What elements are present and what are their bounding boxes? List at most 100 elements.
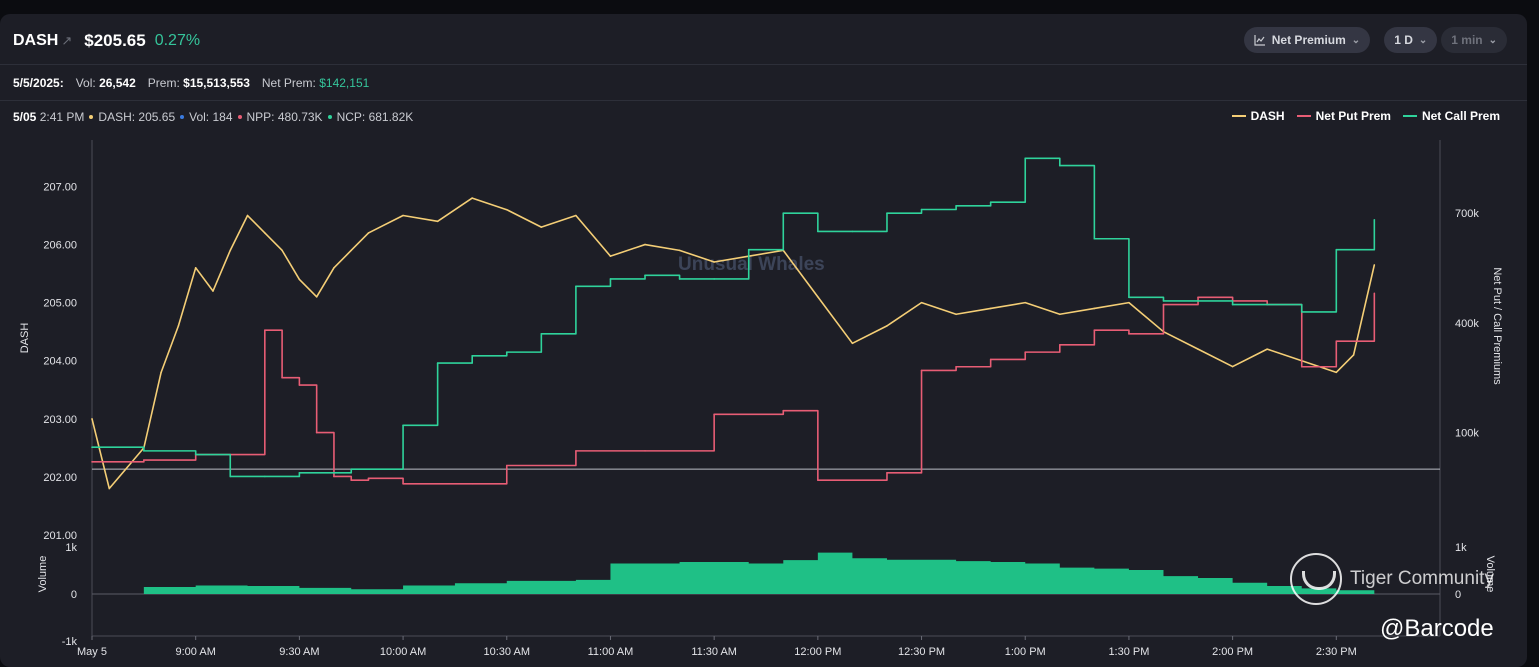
x-axis-tick: 10:00 AM: [380, 646, 426, 658]
net-put-prem-point: [143, 459, 145, 461]
net-call-prem-point: [264, 475, 266, 478]
x-axis-tick: 9:30 AM: [279, 646, 319, 658]
net-put-prem-point: [1335, 340, 1338, 342]
net-put-prem-point: [886, 472, 888, 474]
tiger-community-watermark: Tiger Community: [1290, 553, 1494, 605]
net-put-prem-point: [315, 431, 318, 434]
dash-point: [1093, 307, 1096, 310]
net-put-prem-point: [1373, 292, 1376, 295]
x-axis-tick: May 5: [77, 646, 107, 658]
summary-date: 5/5/2025:: [13, 75, 64, 90]
volume-dot-icon: [180, 115, 185, 119]
net-call-prem-point: [1373, 218, 1376, 221]
net-call-prem-point: [1266, 303, 1268, 306]
left-axis-tick: 206.00: [43, 240, 77, 252]
interval-dropdown[interactable]: 1 min ⌄: [1441, 27, 1507, 53]
net-put-prem-line: [92, 293, 1376, 485]
ticker-symbol[interactable]: DASH: [13, 32, 59, 49]
left-axis-tick: 205.00: [43, 298, 77, 310]
left-axis-tick: 207.00: [43, 181, 77, 193]
dash-point: [713, 261, 715, 263]
external-link-icon[interactable]: ↗: [61, 33, 73, 48]
volume-left-tick: 1k: [65, 542, 77, 554]
ticker-header: DASH ↗ $205.65 0.27%: [13, 28, 200, 54]
dash-point: [1352, 354, 1355, 356]
dash-point: [817, 296, 819, 298]
dash-line: [91, 197, 1376, 490]
net-call-prem-line: [92, 157, 1376, 478]
dash-point: [505, 208, 508, 211]
dash-point: [333, 266, 335, 269]
metric-label: Net Premium: [1271, 33, 1346, 47]
net-put-prem-point: [817, 479, 819, 481]
author-handle: @Barcode: [1380, 615, 1494, 642]
net-put-prem-point: [1197, 296, 1199, 299]
net-call-prem-point: [1300, 311, 1303, 313]
net-put-prem-point: [333, 475, 335, 478]
legend-net-call[interactable]: Net Call Prem: [1402, 109, 1500, 123]
net-call-prem-point: [747, 248, 750, 251]
dash-point: [350, 249, 353, 252]
right-axis-tick: 400k: [1455, 318, 1479, 330]
net-call-prem-point: [1231, 303, 1234, 306]
volume-right-tick: 1k: [1455, 542, 1467, 554]
dash-point: [194, 266, 197, 269]
dash-point: [264, 232, 266, 234]
chevron-down-icon: ⌄: [1488, 34, 1497, 46]
net-call-prem-point: [436, 362, 439, 364]
net-put-prem-point: [281, 376, 283, 379]
net-put-prem-point: [920, 369, 923, 372]
net-put-prem-point: [575, 450, 577, 452]
volume-left-title: Volume: [37, 556, 49, 593]
net-call-prem-point: [575, 285, 577, 288]
net-call-prem-point: [1197, 300, 1199, 302]
dash-point: [678, 249, 681, 252]
x-axis-tick: 12:00 PM: [794, 646, 841, 658]
net-call-prem-point: [1128, 296, 1130, 299]
chevron-down-icon: ⌄: [1351, 34, 1361, 46]
dash-point: [955, 313, 957, 316]
dash-point: [1024, 301, 1027, 304]
net-put-prem-point: [402, 482, 404, 485]
put-dot-icon: [237, 115, 242, 119]
net-call-prem-point: [886, 212, 888, 214]
net-call-prem-point: [817, 230, 819, 233]
crosshair-readout: 5/05 2:41 PM DASH: 205.65 Vol: 184 NPP: …: [13, 109, 413, 125]
net-call-prem-point: [1335, 248, 1338, 251]
chart-legend: DASH Net Put Prem Net Call Prem: [1231, 109, 1500, 123]
net-call-prem-point: [1093, 237, 1096, 240]
volume-right-tick: 0: [1455, 589, 1461, 601]
dash-point: [886, 325, 888, 327]
net-call-prem-point: [644, 274, 646, 277]
netprem-value: $142,151: [319, 75, 370, 90]
legend-dash[interactable]: DASH: [1231, 109, 1285, 123]
vol-value: 26,542: [99, 75, 136, 90]
net-call-prem-point: [194, 453, 197, 456]
net-put-prem-point: [298, 384, 301, 386]
net-put-prem-point: [955, 365, 957, 368]
dash-point: [281, 249, 283, 252]
net-put-prem-point: [505, 464, 508, 467]
dash-point: [609, 255, 612, 257]
range-dropdown[interactable]: 1 D ⌄: [1384, 27, 1438, 53]
dash-point: [315, 296, 318, 298]
dash-point: [91, 418, 93, 420]
net-put-prem-point: [1162, 303, 1165, 306]
net-put-prem-point: [471, 482, 474, 485]
net-put-prem-point: [1128, 333, 1130, 335]
faint-watermark: Unusual Whales: [678, 254, 825, 275]
net-call-prem-point: [1162, 300, 1165, 302]
left-axis-tick: 202.00: [43, 472, 77, 484]
prem-value: $15,513,553: [183, 75, 250, 90]
dash-point: [471, 197, 474, 199]
dash-point: [575, 214, 577, 217]
legend-net-put[interactable]: Net Put Prem: [1296, 109, 1391, 123]
metric-dropdown[interactable]: Net Premium ⌄: [1243, 27, 1371, 53]
net-call-prem-point: [91, 446, 93, 449]
dash-point: [177, 325, 180, 327]
dash-point: [246, 214, 249, 217]
x-axis-tick: 11:30 AM: [691, 646, 737, 658]
tiger-logo-icon: [1290, 553, 1342, 605]
net-put-prem-point: [713, 413, 715, 416]
left-axis-tick: 204.00: [43, 356, 77, 368]
